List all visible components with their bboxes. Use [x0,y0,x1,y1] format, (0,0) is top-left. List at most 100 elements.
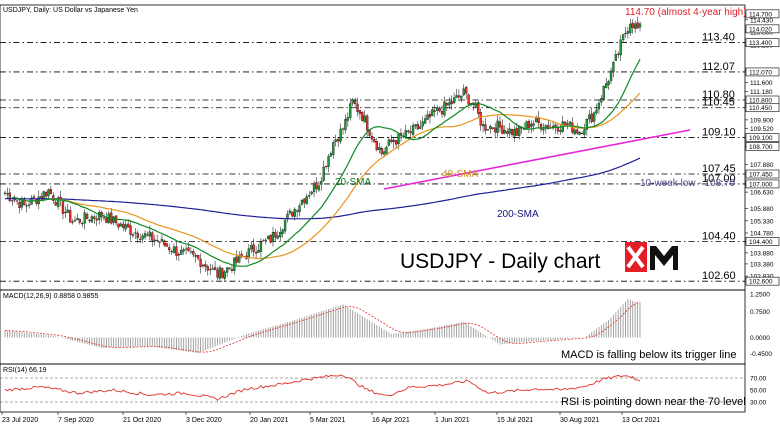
candle-body [527,121,531,128]
candle-body [588,114,591,120]
macd-histogram: 1.2500 0.7500 0.0000 -0.4500 [4,291,772,358]
candle-body [27,204,31,206]
y-tick-label: 106.630 [750,190,774,197]
level-box-label: 114.700 [749,11,772,18]
candle-body [329,153,333,157]
level-box [745,169,780,179]
level-box [745,142,780,151]
candle-body [498,121,502,128]
candle-body [486,129,490,131]
candle-body [378,147,381,150]
y-tick-label: 107.880 [750,162,774,169]
candle-body [262,240,265,242]
level-label: 109.10 [702,127,736,139]
candle-body [11,200,14,202]
level-box [745,24,780,34]
level-box-label: 107.450 [749,172,773,179]
candle-body [397,133,400,144]
macd-note: MACD is falling below its trigger line [561,349,736,361]
candle-body [614,54,618,61]
candle-body [564,121,567,125]
candle-body [510,129,514,135]
level-box-label: 110.800 [749,98,772,105]
candle-body [85,214,89,220]
ascending-trendline [383,129,691,190]
candle-body [636,22,639,29]
candle-body [271,231,275,242]
level-label: 107.00 [702,173,736,185]
candle-body [23,199,26,206]
sma40-annotation: 40-SMA [442,169,478,180]
candle-body [124,224,127,230]
candle-body [194,255,197,257]
level-box-label: 109.100 [749,135,773,142]
candles [3,16,642,282]
candle-body [474,103,477,107]
candle-body [530,123,533,127]
candle-body [20,199,24,208]
candle-body [532,123,535,126]
candle-body [337,138,340,142]
y-tick-label: 103.880 [750,250,774,257]
y-tick-label: 109.900 [750,117,774,124]
candle-body [503,130,506,134]
candle-body [88,219,91,222]
candle-body [279,231,282,238]
candle-body [3,192,7,194]
candle-body [153,239,156,242]
candle-body [180,249,183,255]
candle-body [295,210,299,212]
candle-body [621,34,625,41]
level-box [745,103,780,113]
candle-body [619,39,622,56]
candle-body [315,182,318,189]
x-tick-label: 30 Aug 2021 [560,417,599,424]
y-tick-label: 105.880 [750,206,774,213]
candle-body [69,210,72,223]
candle-body [457,95,461,98]
candle-body [267,235,270,239]
rsi-tick-label: 30.00 [750,400,767,407]
x-tick-label: 21 Oct 2020 [123,417,161,424]
candle-body [223,271,226,279]
level-boxes: 114.700 114.020 113.400 112.070 110.800110.4… [745,9,780,286]
candle-body [450,100,453,105]
candle-body [634,23,637,29]
candle-body [158,241,161,243]
candle-body [578,132,581,135]
candle-body [428,113,432,118]
candle-body [119,223,123,227]
candle-body [334,139,337,142]
candle-body [595,109,598,114]
candle-body [542,128,545,131]
sma40-line [16,92,641,260]
low10w-annotation: 10-week low - 108.70 [640,178,735,189]
level-box [745,237,780,246]
x-tick-label: 13 Oct 2021 [622,417,660,424]
x-tick-label: 20 Jan 2021 [250,417,289,424]
candle-body [477,102,480,114]
candle-body [204,264,207,267]
candle-body [597,102,601,110]
candle-body [605,83,608,88]
candle-body [44,192,48,197]
candle-body [274,232,277,238]
candle-body [235,256,238,263]
candle-body [15,200,19,202]
chart-title: USDJPY - Daily chart [400,250,600,273]
candle-body [64,211,67,214]
candle-body [387,139,391,146]
candle-body [638,23,642,28]
candle-body [573,129,576,135]
level-box [745,38,780,47]
candle-body [631,22,634,29]
level-box [745,179,780,189]
candle-body [460,95,463,99]
level-box-label: 107.000 [749,181,773,188]
candle-body [559,130,562,132]
candle-body [264,239,267,241]
level-box [745,133,780,142]
candle-body [339,128,342,142]
candle-body [139,238,142,240]
candle-body [122,223,125,228]
